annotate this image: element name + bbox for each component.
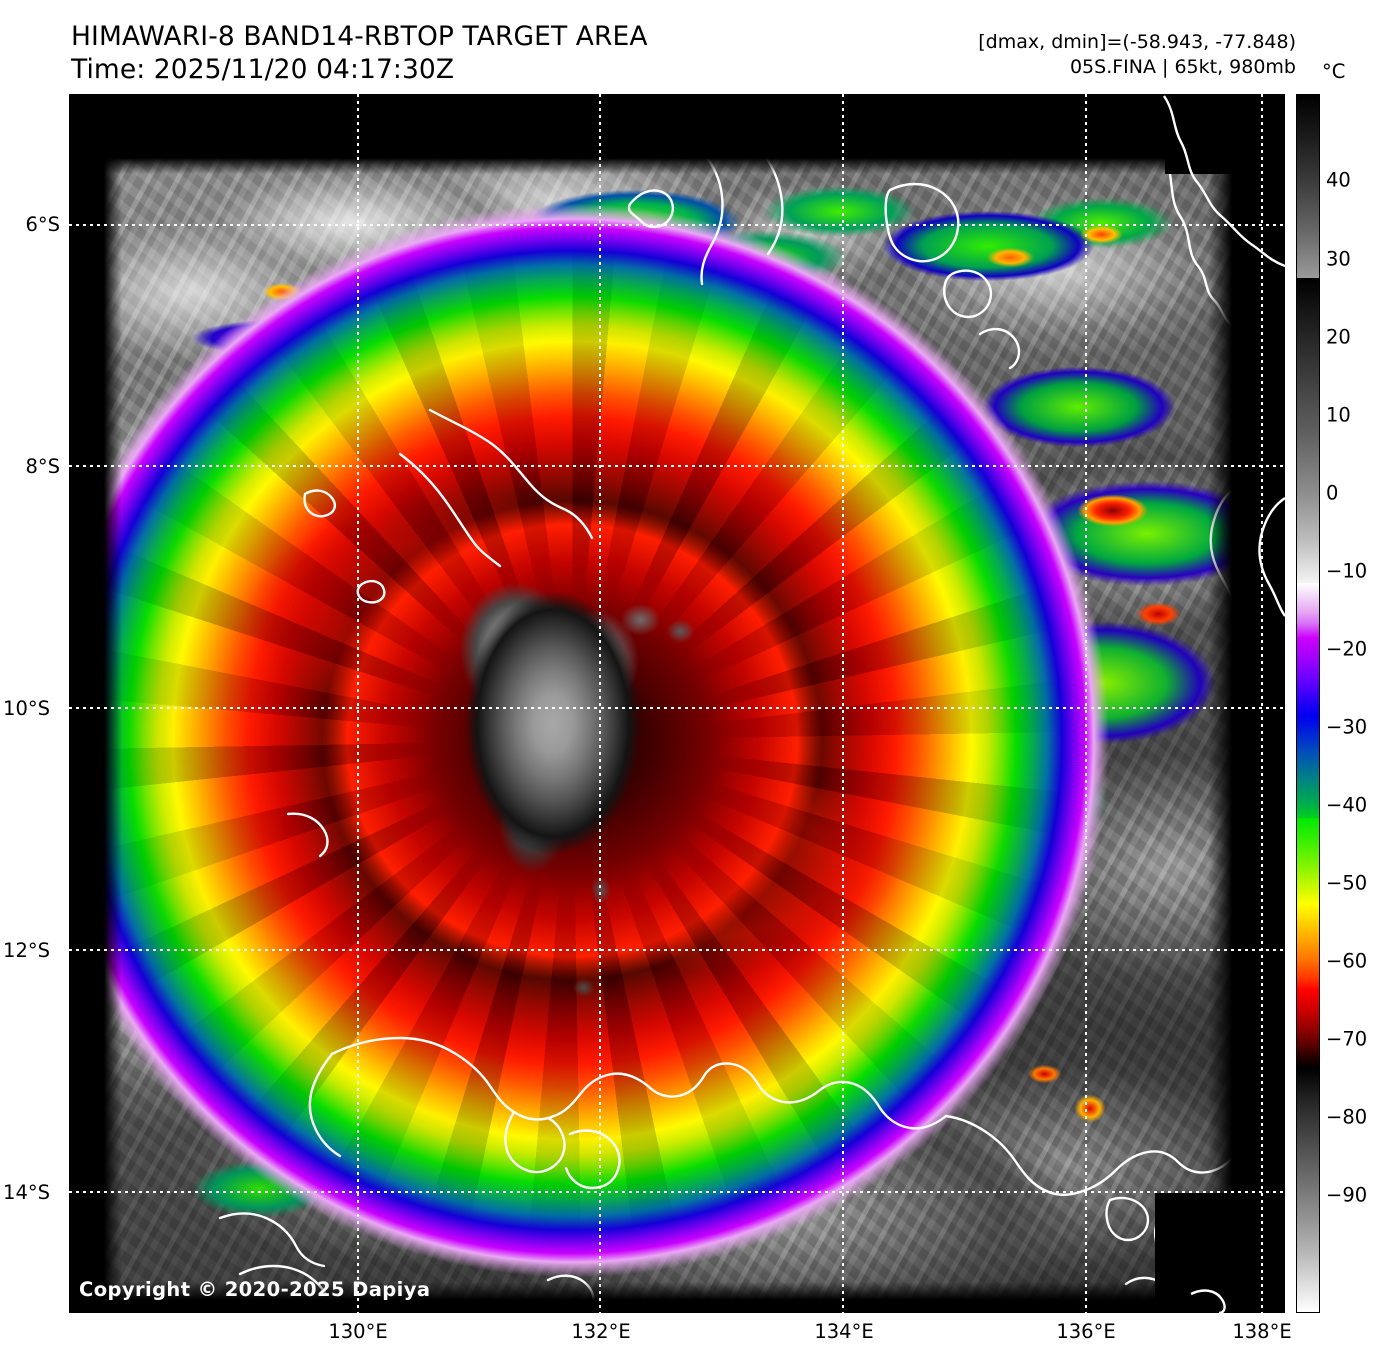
colorbar-tick-11: −70 — [1326, 1027, 1368, 1051]
map-plot-area: Copyright © 2020-2025 Dapiya — [69, 94, 1285, 1313]
colorbar-tick-5: −10 — [1326, 559, 1368, 583]
colorbar-tick-2: 20 — [1326, 325, 1351, 349]
gridline-lat-10S — [69, 707, 1285, 709]
colorbar-tick-0: 40 — [1326, 168, 1351, 192]
scan-edge-wedge-bottomright — [1155, 1193, 1285, 1313]
figure-timestamp: Time: 2025/11/20 04:17:30Z — [71, 54, 455, 85]
xtick-label-2: 134°E — [814, 1320, 874, 1343]
colorbar-tick-12: −80 — [1326, 1105, 1368, 1129]
colorbar-segment-green-yellow — [1297, 818, 1319, 904]
colorbar-segment-blue-green — [1297, 716, 1319, 818]
xtick-label-4: 138°E — [1232, 1320, 1292, 1343]
gridline-lat-6S — [69, 224, 1285, 226]
storm-info-label: 05S.FINA | 65kt, 980mb — [1069, 56, 1296, 78]
xtick-label-1: 132°E — [571, 1320, 631, 1343]
gridline-lon-132 — [599, 94, 601, 1313]
ytick-label-4: 14°S — [3, 1181, 50, 1204]
colorbar-tick-9: −50 — [1326, 871, 1368, 895]
colorbar-segment-coldest-gray — [1297, 1068, 1319, 1312]
gridline-lon-134 — [842, 94, 844, 1313]
coastline-margin-overlay — [1163, 95, 1285, 1313]
gridline-lon-130 — [357, 94, 359, 1313]
colorbar-tick-10: −60 — [1326, 949, 1368, 973]
gridline-lat-12S — [69, 949, 1285, 951]
colorbar-tick-7: −30 — [1326, 715, 1368, 739]
colorbar — [1296, 94, 1320, 1313]
figure-title-block: HIMAWARI-8 BAND14-RBTOP TARGET AREA Time… — [71, 20, 648, 86]
ytick-label-0: 6°S — [25, 213, 60, 236]
gridline-lon-136 — [1085, 94, 1087, 1313]
colorbar-unit-label: °C — [1322, 60, 1346, 83]
ytick-label-1: 8°S — [25, 455, 60, 478]
page-title: HIMAWARI-8 BAND14-RBTOP TARGET AREA — [71, 21, 648, 52]
gridline-lon-138 — [1261, 94, 1263, 1313]
colorbar-segment-warm-gray — [1297, 95, 1319, 278]
colorbar-segment-red-black — [1297, 990, 1319, 1068]
colorbar-tick-13: −90 — [1326, 1183, 1368, 1207]
xtick-label-0: 130°E — [328, 1320, 388, 1343]
colorbar-tick-8: −40 — [1326, 793, 1368, 817]
figure-metadata-block: [dmax, dmin]=(-58.943, -77.848) 05S.FINA… — [978, 30, 1296, 80]
colorbar-segment-yellow-red — [1297, 904, 1319, 990]
colorbar-tick-1: 30 — [1326, 247, 1351, 271]
gridline-lat-14S — [69, 1191, 1285, 1193]
colorbar-tick-3: 10 — [1326, 403, 1351, 427]
data-footprint-mask — [100, 154, 1238, 1304]
ytick-label-2: 10°S — [3, 697, 50, 720]
colorbar-segment-mid-gray — [1297, 278, 1319, 583]
copyright-label: Copyright © 2020-2025 Dapiya — [79, 1278, 431, 1301]
xtick-label-3: 136°E — [1056, 1320, 1116, 1343]
scan-edge-wedge-topright — [1165, 94, 1285, 174]
gridline-lat-8S — [69, 465, 1285, 467]
colorbar-segment-magenta-blue — [1297, 638, 1319, 716]
colorbar-tick-4: 0 — [1326, 481, 1339, 505]
data-range-label: [dmax, dmin]=(-58.943, -77.848) — [978, 31, 1296, 53]
colorbar-segment-violet — [1297, 583, 1319, 638]
colorbar-tick-6: −20 — [1326, 637, 1368, 661]
colorbar-gradient — [1296, 94, 1320, 1313]
satellite-imagery-layer — [100, 154, 1238, 1304]
ytick-label-3: 12°S — [3, 939, 50, 962]
